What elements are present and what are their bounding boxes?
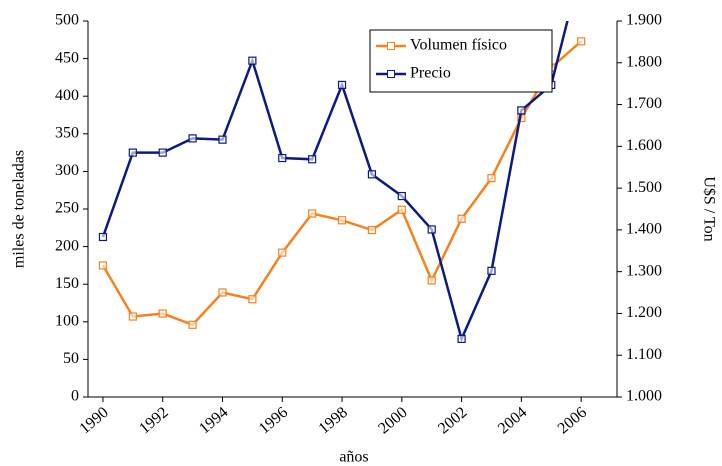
point-marker [98, 232, 108, 242]
point-marker [397, 191, 406, 201]
y2-tick-label: 1.900 [626, 12, 662, 29]
legend-marker [387, 70, 395, 78]
point-marker [308, 155, 317, 164]
y-tick-label: 400 [55, 87, 79, 104]
point-marker [128, 148, 137, 157]
y2-tick-label: 1.800 [626, 53, 662, 70]
point-marker [218, 135, 227, 144]
point-marker [337, 80, 347, 90]
y-tick-label: 50 [63, 350, 79, 367]
point-marker [278, 153, 287, 163]
x-axis-label: años [339, 449, 368, 466]
point-marker [188, 134, 197, 143]
point-marker [278, 248, 287, 257]
point-marker [248, 56, 257, 65]
x-tick-label: 2006 [555, 404, 590, 438]
y-tick-label: 150 [55, 275, 79, 292]
legend-marker [387, 42, 395, 50]
point-marker [367, 170, 377, 179]
x-tick-label: 2002 [435, 404, 470, 438]
y-tick-label: 450 [55, 49, 79, 66]
point-marker [98, 261, 108, 270]
x-tick-label: 1992 [136, 404, 171, 438]
x-tick-label: 1994 [196, 404, 231, 438]
point-marker [487, 174, 496, 183]
y2-tick-label: 1.500 [626, 179, 662, 196]
y-tick-label: 300 [55, 162, 79, 179]
y2-tick-label: 1.300 [626, 262, 662, 279]
y-tick-label: 350 [55, 124, 79, 141]
y-tick-label: 100 [55, 312, 79, 329]
y-tick-label: 250 [55, 200, 79, 217]
y2-tick-label: 1.200 [626, 304, 662, 321]
point-marker [128, 312, 137, 321]
point-marker [397, 205, 406, 214]
legend-label: Precio [410, 65, 451, 82]
legend-box [369, 29, 553, 93]
point-marker [158, 309, 167, 318]
y2-tick-label: 1.400 [626, 221, 662, 238]
x-tick-label: 1998 [316, 404, 351, 438]
point-marker [427, 225, 436, 234]
point-marker [218, 288, 227, 297]
y2-tick-label: 1.000 [626, 388, 662, 405]
x-tick-label: 2004 [495, 404, 530, 438]
y-tick-label: 500 [55, 12, 79, 29]
y2-tick-label: 1.700 [626, 95, 662, 112]
point-marker [308, 209, 317, 218]
plot-area [98, 21, 586, 344]
x-tick-label: 1990 [76, 404, 111, 438]
point-marker [427, 276, 436, 285]
y2-tick-label: 1.600 [626, 137, 662, 154]
point-marker [517, 106, 526, 115]
legend-label: Volumen físico [410, 37, 507, 54]
point-marker [158, 148, 167, 157]
point-marker [367, 225, 377, 235]
y-tick-label: 200 [55, 237, 79, 254]
point-marker [337, 216, 347, 225]
x-tick-label: 2000 [375, 404, 410, 438]
y2-tick-label: 1.100 [626, 346, 662, 363]
point-marker [188, 320, 197, 329]
point-marker [457, 214, 466, 223]
point-marker [487, 266, 496, 275]
y-tick-label: 0 [71, 388, 79, 405]
point-marker [577, 37, 586, 46]
y2-axis-label: U$S / Ton [700, 176, 717, 241]
x-tick-label: 1996 [256, 404, 291, 438]
point-marker [248, 295, 257, 304]
y-axis-label: miles de toneladas [11, 150, 28, 268]
point-marker [457, 334, 466, 344]
